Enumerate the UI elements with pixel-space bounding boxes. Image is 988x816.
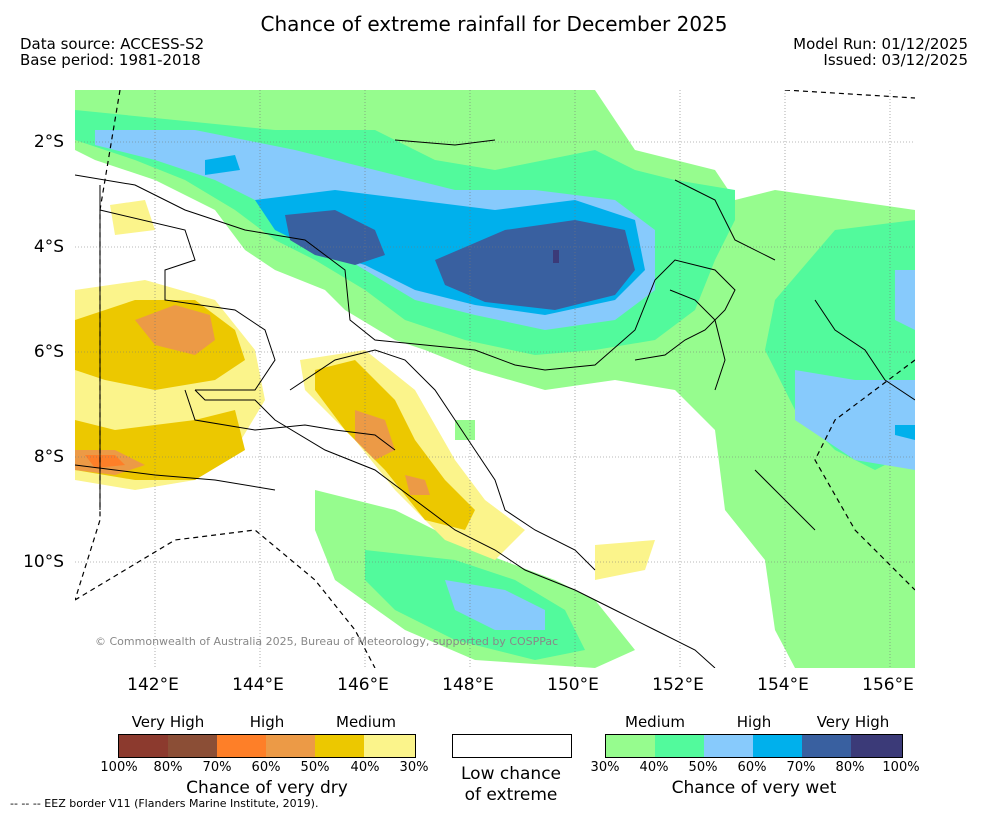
lat-label-6s: 6°S [33,342,64,362]
wet-category-very-high: Very High [816,713,890,731]
wet-swatch-50-60 [704,735,754,757]
dry-swatch-70-60 [217,735,267,757]
lon-label-154e: 154°E [757,675,809,695]
wet-very-high-70-region [285,210,635,310]
dry-swatch-50-40 [315,735,365,757]
issued-date: Issued: 03/12/2025 [823,51,968,69]
copyright-notice: © Commonwealth of Australia 2025, Bureau… [95,635,558,648]
low-chance-caption: Low chance of extreme [440,764,582,806]
wet-tick-100: 100% [882,760,920,775]
wet-tick-30: 30% [590,760,620,775]
coastlines [75,139,915,668]
wet-tick-70: 70% [786,760,816,775]
dry-swatch-80-70 [168,735,218,757]
dry-swatch-40-30 [364,735,415,757]
model-run: Model Run: 01/12/2025 [793,35,968,53]
dry-caption: Chance of very dry [186,778,348,798]
dry-tick-60: 60% [251,760,281,775]
low-chance-line1: Low chance [461,764,561,784]
lon-label-152e: 152°E [652,675,704,695]
wet-category-high: High [736,713,772,731]
lon-label-144e: 144°E [232,675,284,695]
lon-label-150e: 150°E [547,675,599,695]
low-chance-swatch [452,734,572,758]
eez-footnote: -- -- -- EEZ border V11 (Flanders Marine… [10,797,319,810]
data-source: Data source: ACCESS-S2 [20,35,205,53]
wet-tick-50: 50% [688,760,718,775]
wet-tick-80: 80% [835,760,865,775]
wet-swatch-30-40 [606,735,656,757]
wet-tick-40: 40% [639,760,669,775]
wet-color-bar [605,734,903,758]
dry-category-medium: Medium [336,713,396,731]
base-period: Base period: 1981-2018 [20,51,201,69]
dry-tick-70: 70% [202,760,232,775]
wet-very-high-80-spot [553,250,559,263]
lon-label-156e: 156°E [862,675,914,695]
dry-tick-100: 100% [100,760,138,775]
dry-color-bar [118,734,416,758]
lon-label-142e: 142°E [127,675,179,695]
wet-swatch-80-100 [851,735,902,757]
meta-right: Model Run: 01/12/2025 Issued: 03/12/2025 [793,36,968,68]
wet-caption: Chance of very wet [671,778,837,798]
wet-swatch-70-80 [802,735,852,757]
lat-label-10s: 10°S [23,552,64,572]
lat-label-4s: 4°S [33,237,64,257]
dry-high-60-region [85,455,125,468]
eez-borders [75,90,915,668]
low-chance-line2: of extreme [464,785,558,805]
lat-label-2s: 2°S [33,132,64,152]
meta-left: Data source: ACCESS-S2 Base period: 1981… [20,36,204,68]
wet-tick-60: 60% [737,760,767,775]
dry-tick-50: 50% [300,760,330,775]
wet-category-medium: Medium [625,713,685,731]
dry-category-very-high: Very High [131,713,205,731]
dry-category-high: High [249,713,285,731]
rainfall-map: © Commonwealth of Australia 2025, Bureau… [75,90,915,668]
wet-swatch-40-50 [655,735,705,757]
dry-tick-40: 40% [350,760,380,775]
dry-swatch-100-80 [119,735,169,757]
lon-label-146e: 146°E [337,675,389,695]
dry-tick-30: 30% [399,760,429,775]
dry-tick-80: 80% [153,760,183,775]
map-gridlines [75,90,915,668]
dry-swatch-60-50 [266,735,316,757]
lon-label-148e: 148°E [442,675,494,695]
map-title: Chance of extreme rainfall for December … [260,12,728,36]
wet-swatch-60-70 [753,735,803,757]
lat-label-8s: 8°S [33,447,64,467]
